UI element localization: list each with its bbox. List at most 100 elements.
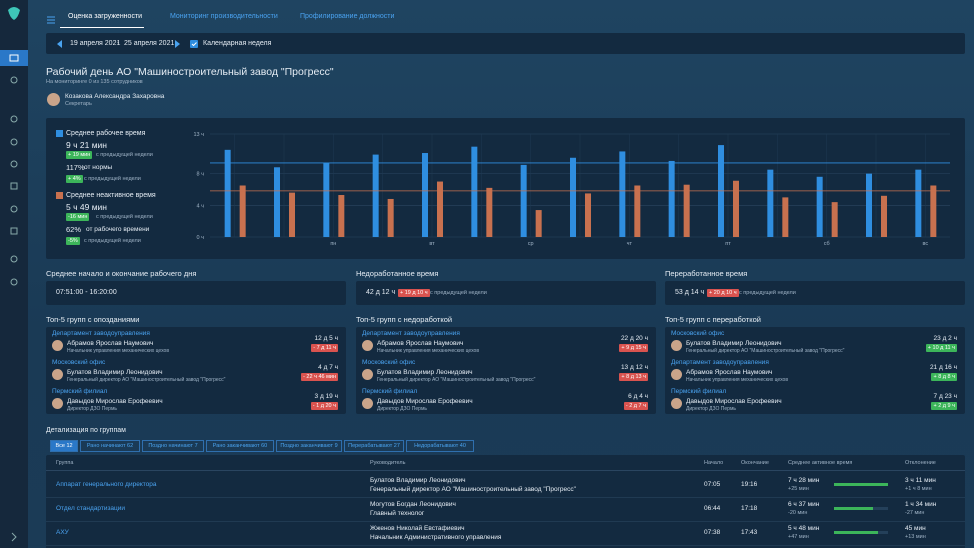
- row-sep: [46, 521, 965, 522]
- avatar: [362, 398, 373, 409]
- user-role: Секретарь: [65, 101, 92, 107]
- item-value: 13 д 12 ч: [620, 364, 648, 371]
- tab-underline: [60, 27, 144, 28]
- person-name: Абрамов Ярослав Наумович: [67, 340, 154, 347]
- bar: [881, 195, 887, 237]
- person-position: Начальник управления механических цехов: [686, 377, 788, 383]
- x-tick-label: вс: [923, 241, 929, 247]
- column-header[interactable]: Группа: [56, 460, 74, 466]
- x-tick-label: пн: [330, 241, 336, 247]
- tab[interactable]: Мониторинг производительности: [170, 13, 278, 20]
- tab[interactable]: Профилирование должности: [300, 13, 395, 20]
- nav-icon[interactable]: [10, 138, 18, 146]
- nav-icon[interactable]: [10, 205, 18, 213]
- nav-icon[interactable]: [9, 54, 19, 62]
- item-change: + 9 д 15 ч: [619, 344, 648, 352]
- end: 17:18: [741, 505, 758, 512]
- deviation: 45 мин: [905, 525, 926, 532]
- group-link[interactable]: Московский офис: [671, 330, 725, 337]
- item-value: 23 д 2 ч: [933, 335, 957, 342]
- avatar: [52, 369, 63, 380]
- filter-button[interactable]: Недорабатывают 40: [406, 440, 474, 452]
- page-subtitle: На мониторинге 0 из 135 сотрудников: [46, 79, 143, 85]
- group-link[interactable]: Департамент заводоуправления: [671, 359, 769, 366]
- group-link[interactable]: Департамент заводоуправления: [52, 330, 150, 337]
- top5-title: Топ-5 групп с опозданиями: [46, 315, 140, 324]
- person-position: Начальник управления механических цехов: [377, 348, 479, 354]
- expand[interactable]: [11, 532, 17, 542]
- deviation-change: +13 мин: [905, 534, 926, 540]
- bar: [274, 167, 280, 237]
- summary-change-text: с предыдущей недели: [96, 152, 153, 158]
- group-link[interactable]: АХУ: [56, 529, 69, 536]
- date-to[interactable]: 25 апреля 2021: [124, 40, 175, 47]
- summary-share-change-text: с предыдущей недели: [84, 176, 141, 182]
- group-link[interactable]: Пермский филиал: [52, 388, 108, 395]
- nav-icon[interactable]: [10, 182, 18, 190]
- chart-panel: 0 ч 4 ч 8 ч 13 ч пн вт ср чт пт сб вс Среднее рабо…: [46, 118, 965, 259]
- column-header[interactable]: Окончание: [741, 460, 769, 466]
- start: 07:05: [704, 481, 721, 488]
- bar: [422, 153, 428, 237]
- nav-active[interactable]: [0, 50, 28, 66]
- end: 17:43: [741, 529, 758, 536]
- nav-icon[interactable]: [10, 160, 18, 168]
- person-position: Генеральный директор АО "Машиностроитель…: [67, 377, 226, 383]
- nav-icon[interactable]: [10, 76, 18, 84]
- page-title: Рабочий день АО "Машиностроительный заво…: [46, 66, 334, 78]
- person-position: Директор ДЗО Пермь: [67, 406, 117, 412]
- person-name: Абрамов Ярослав Наумович: [377, 340, 464, 347]
- summary-change: -16 мин: [66, 213, 90, 221]
- group-link[interactable]: Пермский филиал: [671, 388, 727, 395]
- x-tick-label: вт: [429, 241, 435, 247]
- group-link[interactable]: Департамент заводоуправления: [362, 330, 460, 337]
- bar: [930, 185, 937, 237]
- column-header[interactable]: Начало: [704, 460, 724, 466]
- filter-button[interactable]: Все 12: [50, 440, 78, 452]
- stat-change: + 19 д 10 ч: [398, 289, 430, 297]
- item-value: 6 д 4 ч: [628, 393, 648, 400]
- filter-button[interactable]: Рано заканчивают 60: [206, 440, 274, 452]
- checkbox[interactable]: [190, 40, 198, 48]
- top5-panel: Московский офис Булатов Владимир Леонидов…: [665, 327, 965, 414]
- menu-icon[interactable]: [46, 15, 56, 25]
- avatar: [52, 398, 63, 409]
- column-header[interactable]: Среднее активное время: [788, 460, 853, 466]
- active-change: +25 мин: [788, 486, 809, 492]
- group-link[interactable]: Отдел стандартизации: [56, 505, 126, 512]
- head-position: Главный технолог: [370, 510, 425, 517]
- column-header[interactable]: Руководитель: [370, 460, 406, 466]
- logo[interactable]: [8, 7, 20, 20]
- filter-button[interactable]: Рано начинают 62: [80, 440, 140, 452]
- filter-button[interactable]: Поздно начинают 7: [142, 440, 204, 452]
- group-link[interactable]: Пермский филиал: [362, 388, 418, 395]
- nav-icon[interactable]: [10, 255, 18, 263]
- group-link[interactable]: Московский офис: [52, 359, 106, 366]
- person-name: Давыдов Мирослав Ерофеевич: [67, 398, 163, 405]
- stat-title: Среднее начало и окончание рабочего дня: [46, 269, 197, 278]
- nav-icon[interactable]: [10, 278, 18, 286]
- avatar: [362, 369, 373, 380]
- top5-panel: Департамент заводоуправления Абрамов Ярос…: [356, 327, 656, 414]
- prev[interactable]: [56, 40, 64, 48]
- sidebar-icons: [0, 7, 28, 542]
- group-link[interactable]: Московский офис: [362, 359, 416, 366]
- group-link[interactable]: Аппарат генерального директора: [56, 481, 157, 488]
- next[interactable]: [173, 40, 181, 48]
- nav-icon[interactable]: [10, 227, 18, 235]
- active: 7 ч 28 мин: [788, 477, 820, 484]
- filter-button[interactable]: Перерабатывают 27: [344, 440, 404, 452]
- stat-panel: 07:51:00 - 16:20:00: [46, 281, 346, 305]
- chart: 0 ч 4 ч 8 ч 13 ч пн вт ср чт пт сб вс: [193, 132, 950, 247]
- date-from[interactable]: 19 апреля 2021: [70, 40, 121, 47]
- nav-icon[interactable]: [10, 115, 18, 123]
- summary-change-text: с предыдущей недели: [96, 214, 153, 220]
- summary-share-change: -5%: [66, 237, 80, 245]
- filter-button[interactable]: Поздно заканчивают 9: [276, 440, 342, 452]
- bar: [520, 164, 527, 237]
- avatar: [671, 369, 682, 380]
- column-header[interactable]: Отклонение: [905, 460, 936, 466]
- tab[interactable]: Оценка загруженности: [68, 13, 143, 20]
- item-change: - 2 д 7 ч: [623, 402, 648, 410]
